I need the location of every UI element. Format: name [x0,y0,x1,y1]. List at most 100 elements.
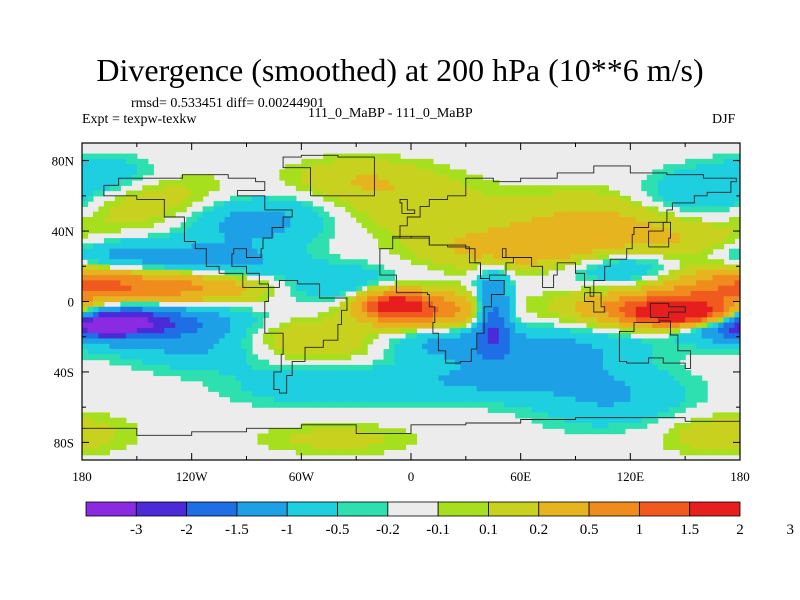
field-cell [301,264,308,271]
field-cell [164,243,171,250]
field-cell [575,206,582,213]
field-cell [219,259,226,266]
field-cell [427,211,434,218]
field-cell [537,343,544,350]
field-cell [372,174,379,181]
field-cell [295,375,302,382]
field-cell [92,317,100,324]
field-cell [114,179,121,186]
field-cell [202,359,209,366]
field-cell [295,259,302,266]
field-cell [361,333,368,340]
field-cell [646,206,653,213]
field-cell [509,259,516,266]
field-cell [515,253,522,260]
field-cell [323,269,330,276]
field-cell [98,428,105,435]
field-cell [652,401,659,408]
field-cell [526,232,533,239]
field-cell [142,354,149,361]
field-cell [701,206,708,213]
field-cell [608,322,615,329]
field-cell [361,338,368,345]
field-cell [153,370,160,377]
field-cell [114,322,121,329]
field-cell [312,433,319,440]
field-cell [586,238,593,244]
field-cell [273,438,280,445]
field-cell [114,227,121,234]
field-cell [378,232,385,239]
field-cell [443,364,450,371]
field-cell [125,333,132,340]
field-cell [427,306,434,313]
field-cell [191,264,198,271]
field-cell [509,248,516,255]
field-cell [657,370,664,377]
field-cell [597,391,604,398]
field-cell [613,296,620,303]
field-cell [718,259,725,266]
field-cell [103,449,111,456]
field-cell [230,380,237,387]
field-cell [438,401,445,408]
field-cell [411,248,418,255]
field-cell [394,375,401,382]
field-cell [696,306,703,313]
field-cell [279,253,286,260]
field-cell [82,417,89,424]
field-cell [268,370,275,377]
field-cell [580,296,588,303]
field-cell [729,169,736,176]
field-cell [646,401,653,408]
field-cell [564,417,571,424]
field-cell [580,185,588,192]
field-cell [164,322,171,329]
field-cell [613,227,620,234]
field-cell [103,290,111,297]
field-cell [619,417,626,424]
field-cell [356,370,363,377]
field-cell [290,322,297,329]
field-cell [109,227,116,234]
field-cell [690,164,697,171]
field-cell [372,386,379,392]
field-cell [679,238,686,244]
field-cell [723,164,730,171]
field-cell [202,285,209,292]
field-cell [405,285,412,292]
field-cell [279,264,286,271]
field-cell [597,211,604,218]
field-cell [246,216,253,223]
field-cell [361,201,368,207]
field-cell [570,364,577,371]
field-cell [131,306,138,313]
field-cell [427,349,434,355]
field-cell [432,322,440,329]
field-cell [339,375,346,382]
field-cell [103,444,111,451]
field-cell [328,449,335,456]
field-cell [213,201,220,207]
field-cell [356,391,363,398]
field-cell [273,201,280,207]
field-cell [482,259,489,266]
field-cell [509,327,516,334]
field-cell [597,227,604,234]
field-cell [526,327,533,334]
field-cell [635,386,642,392]
field-cell [224,375,231,382]
field-cell [98,349,105,355]
field-cell [153,296,160,303]
field-cell [723,312,730,318]
field-cell [114,285,121,292]
field-cell [405,201,412,207]
field-cell [301,290,308,297]
field-cell [142,338,149,345]
field-cell [400,216,407,223]
field-cell [465,206,472,213]
field-cell [87,216,94,223]
field-cell [531,417,538,424]
field-cell [416,243,423,250]
field-cell [504,386,511,392]
